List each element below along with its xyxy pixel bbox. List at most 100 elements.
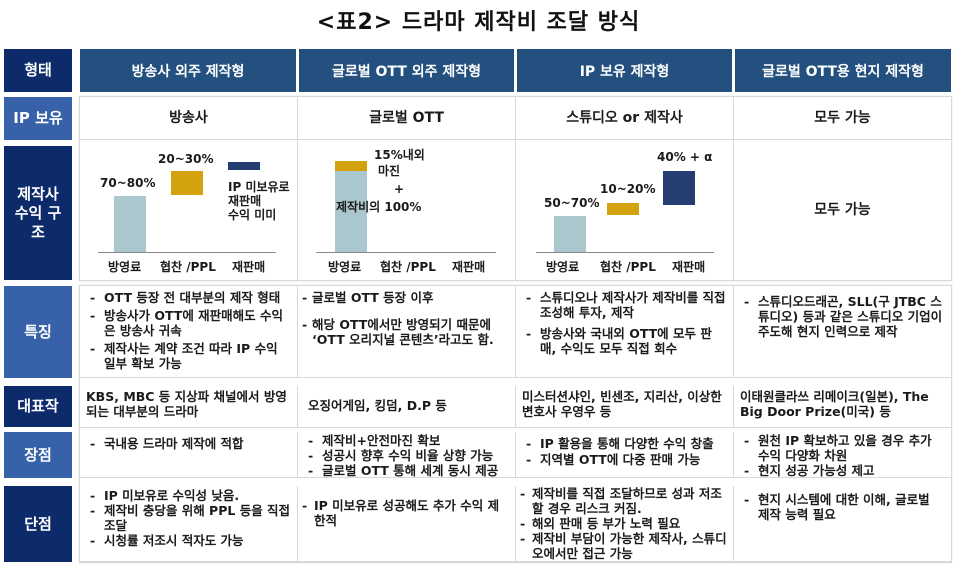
list-item-text: 현지 성공 가능성 제고 (758, 463, 875, 478)
list-item: - IP 활용을 통해 다양한 수익 창출 (526, 436, 714, 451)
bar-value-label: 40% + α (657, 150, 713, 164)
ip-owner-cell: 모두 가능 (734, 97, 951, 140)
bar-resale (663, 171, 695, 205)
chart-axis (536, 252, 714, 253)
examples-cell: 미스터션샤인, 빈센조, 지리산, 이상한 변호사 우영우 등 (516, 386, 734, 428)
x-axis-label: 방영료 (546, 260, 580, 274)
list-item-text: 방송사가 OTT에 재판매해도 수익은 방송사 귀속 (104, 308, 284, 338)
list-item: - 제작비+안전마진 확보 (308, 433, 441, 448)
list-item: - 스튜디오드래곤, SLL(구 JTBC 스튜디오) 등과 같은 스튜디오 기업… (744, 294, 945, 339)
features-cell: - 스튜디오드래곤, SLL(구 JTBC 스튜디오) 등과 같은 스튜디오 기업… (734, 286, 951, 378)
list-item: - 성공시 향후 수익 비율 상향 가능 (308, 448, 494, 463)
note-line: IP 미보유로 (228, 180, 290, 194)
list-item-text: 제작비를 직접 조달하므로 성과 저조할 경우 리스크 커짐. (532, 486, 722, 516)
pros-cell: - IP 활용을 통해 다양한 수익 창출 - 지역별 OTT에 다중 판매 가능 (516, 432, 734, 478)
list-item: - 제작비 충당을 위해 PPL 등을 직접 조달 (90, 503, 291, 533)
features-cell: - 글로벌 OTT 등장 이후 - 해당 OTT에서만 방영되기 때문에 ‘OTT … (298, 286, 516, 378)
list-item: - 제작비를 직접 조달하므로 성과 저조할 경우 리스크 커짐. (520, 486, 727, 516)
list-item-text: 글로벌 OTT 통해 세계 동시 제공 (322, 463, 499, 478)
list-item-text: IP 미보유로 수익성 낮음. (104, 488, 240, 503)
list-item-text: 국내용 드라마 제작에 적합 (104, 436, 244, 451)
list-item-text: 해당 OTT에서만 방영되기 때문에 ‘OTT 오리지널 콘텐츠’라고도 함. (312, 317, 494, 347)
bar-production-cost (335, 171, 367, 252)
column-header-global-ott: 글로벌 OTT 외주 제작형 (299, 49, 514, 92)
bar-value-label: 20~30% (158, 152, 214, 166)
list-item: - 글로벌 OTT 등장 이후 (302, 290, 434, 305)
ip-owner-cell: 스튜디오 or 제작사 (516, 97, 734, 140)
revenue-chart-broadcaster: 70~80% 20~30% IP 미보유로 재판매 수익 미미 방영료 협찬 /… (80, 140, 298, 280)
bar-resale (228, 162, 260, 170)
bar-sponsorship (171, 171, 203, 195)
list-item-text: 제작비 충당을 위해 PPL 등을 직접 조달 (104, 503, 291, 533)
cons-cell: - 현지 시스템에 대한 이해, 글로벌 제작 능력 필요 (734, 486, 951, 562)
x-axis-label: 재판매 (452, 260, 486, 274)
bar-value-label: 50~70% (544, 196, 600, 210)
ip-owner-cell: 글로벌 OTT (298, 97, 516, 140)
cons-cell: - IP 미보유로 성공해도 추가 수익 제한적 (298, 486, 516, 562)
list-item-text: 스튜디오드래곤, SLL(구 JTBC 스튜디오) 등과 같은 스튜디오 기업이… (758, 294, 943, 339)
list-item-text: 제작비 부담이 가능한 제작사, 스튜디오에서만 접근 가능 (532, 531, 727, 561)
list-item-text: 시청률 저조시 적자도 가능 (104, 533, 244, 548)
list-item: - 현지 시스템에 대한 이해, 글로벌 제작 능력 필요 (744, 492, 945, 522)
x-axis-label: 협찬 /PPL (160, 260, 216, 274)
list-item-text: 해외 판매 등 부가 노력 필요 (532, 516, 681, 531)
list-item: - IP 미보유로 수익성 낮음. (90, 488, 240, 503)
x-axis-label: 재판매 (672, 260, 706, 274)
list-item-text: 현지 시스템에 대한 이해, 글로벌 제작 능력 필요 (758, 492, 930, 522)
pros-cell: - 국내용 드라마 제작에 적합 (80, 432, 298, 478)
row-label-revenue: 제작사 수익 구조 (4, 146, 72, 280)
row-label-ip: IP 보유 (4, 97, 72, 140)
list-item: - 방송사와 국내외 OTT에 모두 판매, 수익도 모두 직접 회수 (526, 326, 727, 356)
list-item: - 현지 성공 가능성 제고 (744, 463, 875, 478)
bar-margin (335, 161, 367, 171)
list-item: - 원천 IP 확보하고 있을 경우 추가 수익 다양화 차원 (744, 433, 945, 463)
x-axis-label: 방영료 (108, 260, 142, 274)
revenue-chart-ip-owned: 50~70% 10~20% 40% + α 방영료 협찬 /PPL 재판매 (516, 140, 734, 280)
row-label-pros: 장점 (4, 432, 72, 478)
table-frame-top (79, 96, 952, 281)
row-label-features: 특징 (4, 286, 72, 378)
list-item: - 해외 판매 등 부가 노력 필요 (520, 516, 681, 531)
pros-cell: - 제작비+안전마진 확보 - 성공시 향후 수익 비율 상향 가능 - 글로벌 OT… (298, 432, 516, 478)
list-item-text: 글로벌 OTT 등장 이후 (312, 290, 434, 305)
list-item: - 국내용 드라마 제작에 적합 (90, 436, 244, 451)
chart-axis (98, 252, 276, 253)
list-item: - 해당 OTT에서만 방영되기 때문에 ‘OTT 오리지널 콘텐츠’라고도 함. (302, 317, 509, 347)
features-cell: - OTT 등장 전 대부분의 제작 형태 - 방송사가 OTT에 재판매해도 수익… (80, 286, 298, 378)
list-item-text: 원천 IP 확보하고 있을 경우 추가 수익 다양화 차원 (758, 433, 932, 463)
cost-label: 제작비의 100% (336, 200, 422, 214)
ip-owner-cell: 방송사 (80, 97, 298, 140)
note-line: 재판매 (228, 194, 262, 208)
list-item: - OTT 등장 전 대부분의 제작 형태 (90, 290, 281, 305)
row-label-examples: 대표작 (4, 386, 72, 427)
list-item: - 글로벌 OTT 통해 세계 동시 제공 (308, 463, 499, 478)
list-item-text: IP 활용을 통해 다양한 수익 창출 (540, 436, 714, 451)
cons-cell: - IP 미보유로 수익성 낮음. - 제작비 충당을 위해 PPL 등을 직접 조… (80, 486, 298, 562)
list-item: - 스튜디오나 제작사가 제작비를 직접 조성해 투자, 제작 (526, 290, 726, 320)
examples-cell: 오징어게임, 킹덤, D.P 등 (298, 386, 516, 428)
table-frame-bottom (79, 285, 952, 563)
list-item: - 제작비 부담이 가능한 제작사, 스튜디오에서만 접근 가능 (520, 531, 727, 561)
list-item-text: 제작사는 계약 조건 따라 IP 수익 일부 확보 가능 (104, 341, 278, 371)
x-axis-label: 협찬 /PPL (600, 260, 656, 274)
list-item-text: OTT 등장 전 대부분의 제작 형태 (104, 290, 281, 305)
chart-axis (316, 252, 496, 253)
list-item: - 시청률 저조시 적자도 가능 (90, 533, 244, 548)
examples-cell: KBS, MBC 등 지상파 채널에서 방영되는 대부분의 드라마 (80, 386, 298, 428)
cons-cell: - 제작비를 직접 조달하므로 성과 저조할 경우 리스크 커짐. - 해외 판매 … (516, 486, 734, 562)
x-axis-label: 재판매 (232, 260, 266, 274)
revenue-text-local: 모두 가능 (734, 140, 951, 280)
list-item: - 지역별 OTT에 다중 판매 가능 (526, 452, 701, 467)
x-axis-label: 방영료 (328, 260, 362, 274)
row-label-cons: 단점 (4, 486, 72, 562)
bar-broadcast-fee (554, 216, 586, 252)
list-item-text: IP 미보유로 성공해도 추가 수익 제한적 (314, 498, 500, 528)
resale-note: IP 미보유로 재판매 수익 미미 (228, 180, 290, 222)
list-item: - IP 미보유로 성공해도 추가 수익 제한적 (302, 498, 509, 528)
bar-sponsorship (607, 203, 639, 215)
bar-value-label: 10~20% (600, 182, 656, 196)
row-label-type: 형태 (4, 49, 72, 92)
note-line: 수익 미미 (228, 208, 277, 222)
list-item-text: 성공시 향후 수익 비율 상향 가능 (322, 448, 494, 463)
revenue-chart-global-ott: 15%내외 마진 + 제작비의 100% 방영료 협찬 /PPL 재판매 (298, 140, 516, 280)
